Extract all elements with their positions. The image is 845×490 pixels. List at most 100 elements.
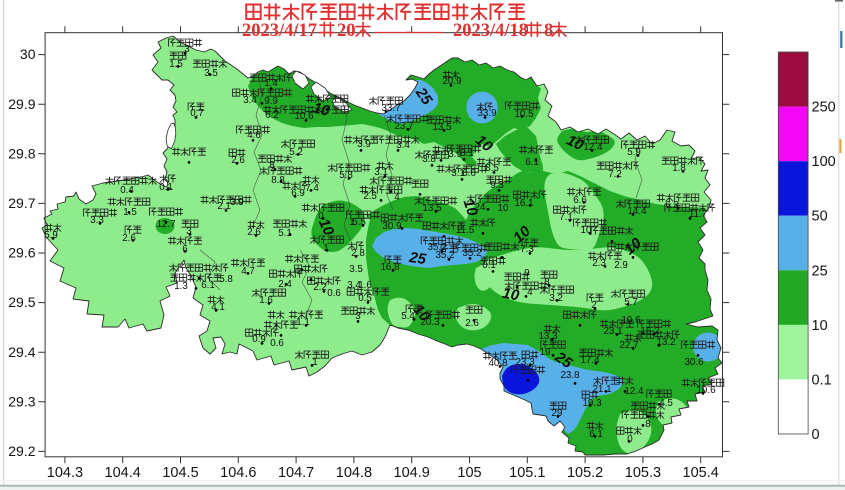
svg-text:2.8: 2.8	[351, 248, 365, 259]
svg-text:9.9: 9.9	[264, 96, 278, 107]
svg-text:10.6: 10.6	[621, 315, 641, 326]
svg-text:7.3: 7.3	[520, 244, 534, 255]
svg-text:9.3: 9.3	[490, 180, 504, 191]
svg-text:16.8: 16.8	[380, 262, 400, 273]
svg-text:6.9: 6.9	[291, 188, 305, 199]
svg-text:3.1: 3.1	[460, 148, 474, 159]
svg-text:13.3: 13.3	[538, 331, 558, 342]
svg-text:8.8: 8.8	[271, 175, 285, 186]
svg-text:2.6: 2.6	[465, 318, 479, 329]
svg-text:3.9: 3.9	[357, 139, 371, 150]
svg-text:5.8: 5.8	[219, 274, 233, 285]
svg-text:12.7: 12.7	[156, 219, 175, 230]
svg-text:19: 19	[540, 347, 551, 358]
svg-text:33.9: 33.9	[477, 108, 496, 119]
svg-text:10: 10	[581, 225, 592, 236]
svg-text:2.6: 2.6	[231, 155, 245, 166]
svg-text:2.6: 2.6	[122, 233, 136, 244]
svg-text:5.9: 5.9	[627, 147, 641, 158]
svg-text:5.1: 5.1	[278, 228, 292, 239]
svg-text:6.1: 6.1	[525, 157, 539, 168]
svg-text:40.8: 40.8	[488, 358, 508, 369]
svg-text:19.3: 19.3	[582, 398, 602, 409]
svg-text:0.1: 0.1	[812, 372, 832, 388]
svg-text:8.5: 8.5	[485, 163, 499, 174]
svg-text:10: 10	[812, 318, 828, 334]
svg-text:104.5: 104.5	[162, 465, 198, 481]
svg-text:2: 2	[591, 300, 596, 311]
svg-text:13.5: 13.5	[422, 203, 442, 214]
svg-text:5.4: 5.4	[401, 311, 415, 322]
svg-text:4.7: 4.7	[241, 266, 255, 277]
svg-text:29.8: 29.8	[8, 145, 35, 161]
svg-text:105.1: 105.1	[509, 465, 545, 481]
svg-text:2.2: 2.2	[313, 282, 327, 293]
svg-text:23.1: 23.1	[603, 326, 622, 337]
svg-text:3.1: 3.1	[374, 167, 388, 178]
svg-text:5.5: 5.5	[352, 217, 366, 228]
svg-text:6: 6	[182, 244, 188, 255]
svg-text:104.4: 104.4	[105, 465, 141, 481]
svg-text:20: 20	[337, 21, 356, 41]
svg-text:29.7: 29.7	[8, 195, 35, 211]
svg-text:3.2: 3.2	[549, 293, 563, 304]
svg-text:104.7: 104.7	[278, 465, 314, 481]
svg-text:21.1: 21.1	[592, 384, 611, 395]
svg-text:10: 10	[498, 203, 509, 214]
svg-text:5.9: 5.9	[44, 230, 58, 241]
svg-text:0.6: 0.6	[270, 338, 284, 349]
svg-text:35.2: 35.2	[462, 248, 481, 259]
svg-text:14.4: 14.4	[627, 206, 647, 217]
svg-text:13.2: 13.2	[656, 337, 675, 348]
svg-text:25: 25	[812, 263, 828, 279]
svg-text:10.5: 10.5	[514, 109, 534, 120]
svg-text:1.4: 1.4	[264, 78, 278, 89]
svg-text:7.2: 7.2	[608, 169, 622, 180]
svg-text:4: 4	[527, 287, 533, 298]
svg-text:3.8: 3.8	[422, 154, 436, 165]
svg-text:2023/4/17: 2023/4/17	[242, 21, 317, 41]
svg-text:2.9: 2.9	[614, 260, 628, 271]
svg-text:1.6: 1.6	[259, 295, 273, 306]
svg-text:23.7: 23.7	[394, 121, 413, 132]
svg-text:29.2: 29.2	[8, 443, 35, 459]
svg-text:29.3: 29.3	[8, 393, 35, 409]
svg-text:5.2: 5.2	[289, 147, 303, 158]
svg-text:7.1: 7.1	[559, 212, 573, 223]
svg-text:1.1: 1.1	[296, 317, 310, 328]
svg-text:2.1: 2.1	[217, 201, 231, 212]
svg-text:6.2: 6.2	[265, 110, 279, 121]
svg-text:0.5: 0.5	[358, 293, 372, 304]
svg-text:30: 30	[20, 46, 36, 62]
svg-text:35.2: 35.2	[435, 250, 454, 261]
svg-text:3.3: 3.3	[90, 215, 104, 226]
svg-text:30.9: 30.9	[382, 221, 401, 232]
svg-text:4.5: 4.5	[659, 398, 673, 409]
svg-text:11.7: 11.7	[689, 209, 707, 220]
svg-text:13.5: 13.5	[432, 122, 452, 133]
svg-text:0.1: 0.1	[482, 260, 496, 271]
svg-text:4: 4	[394, 192, 400, 203]
svg-text:25: 25	[407, 249, 428, 268]
svg-text:22.7: 22.7	[619, 340, 638, 351]
svg-text:8: 8	[269, 160, 275, 171]
svg-text:105.3: 105.3	[625, 465, 661, 481]
svg-text:23.8: 23.8	[560, 370, 580, 381]
svg-text:0.7: 0.7	[190, 108, 204, 119]
svg-text:1: 1	[349, 217, 354, 228]
svg-text:10: 10	[315, 216, 338, 239]
svg-text:29.6: 29.6	[8, 245, 35, 261]
svg-text:23.3: 23.3	[515, 357, 535, 368]
svg-text:29.5: 29.5	[8, 294, 35, 310]
svg-text:104.6: 104.6	[220, 465, 256, 481]
svg-text:3.5: 3.5	[204, 68, 218, 79]
svg-text:3.4: 3.4	[347, 280, 361, 291]
svg-text:3.1: 3.1	[451, 168, 465, 179]
svg-text:12.4: 12.4	[624, 386, 644, 397]
svg-text:1: 1	[323, 243, 328, 254]
svg-text:9: 9	[524, 268, 529, 279]
svg-text:29.4: 29.4	[8, 344, 35, 360]
svg-text:6.6: 6.6	[573, 195, 587, 206]
svg-text:2023/4/18: 2023/4/18	[453, 21, 528, 41]
svg-text:0: 0	[318, 211, 324, 222]
